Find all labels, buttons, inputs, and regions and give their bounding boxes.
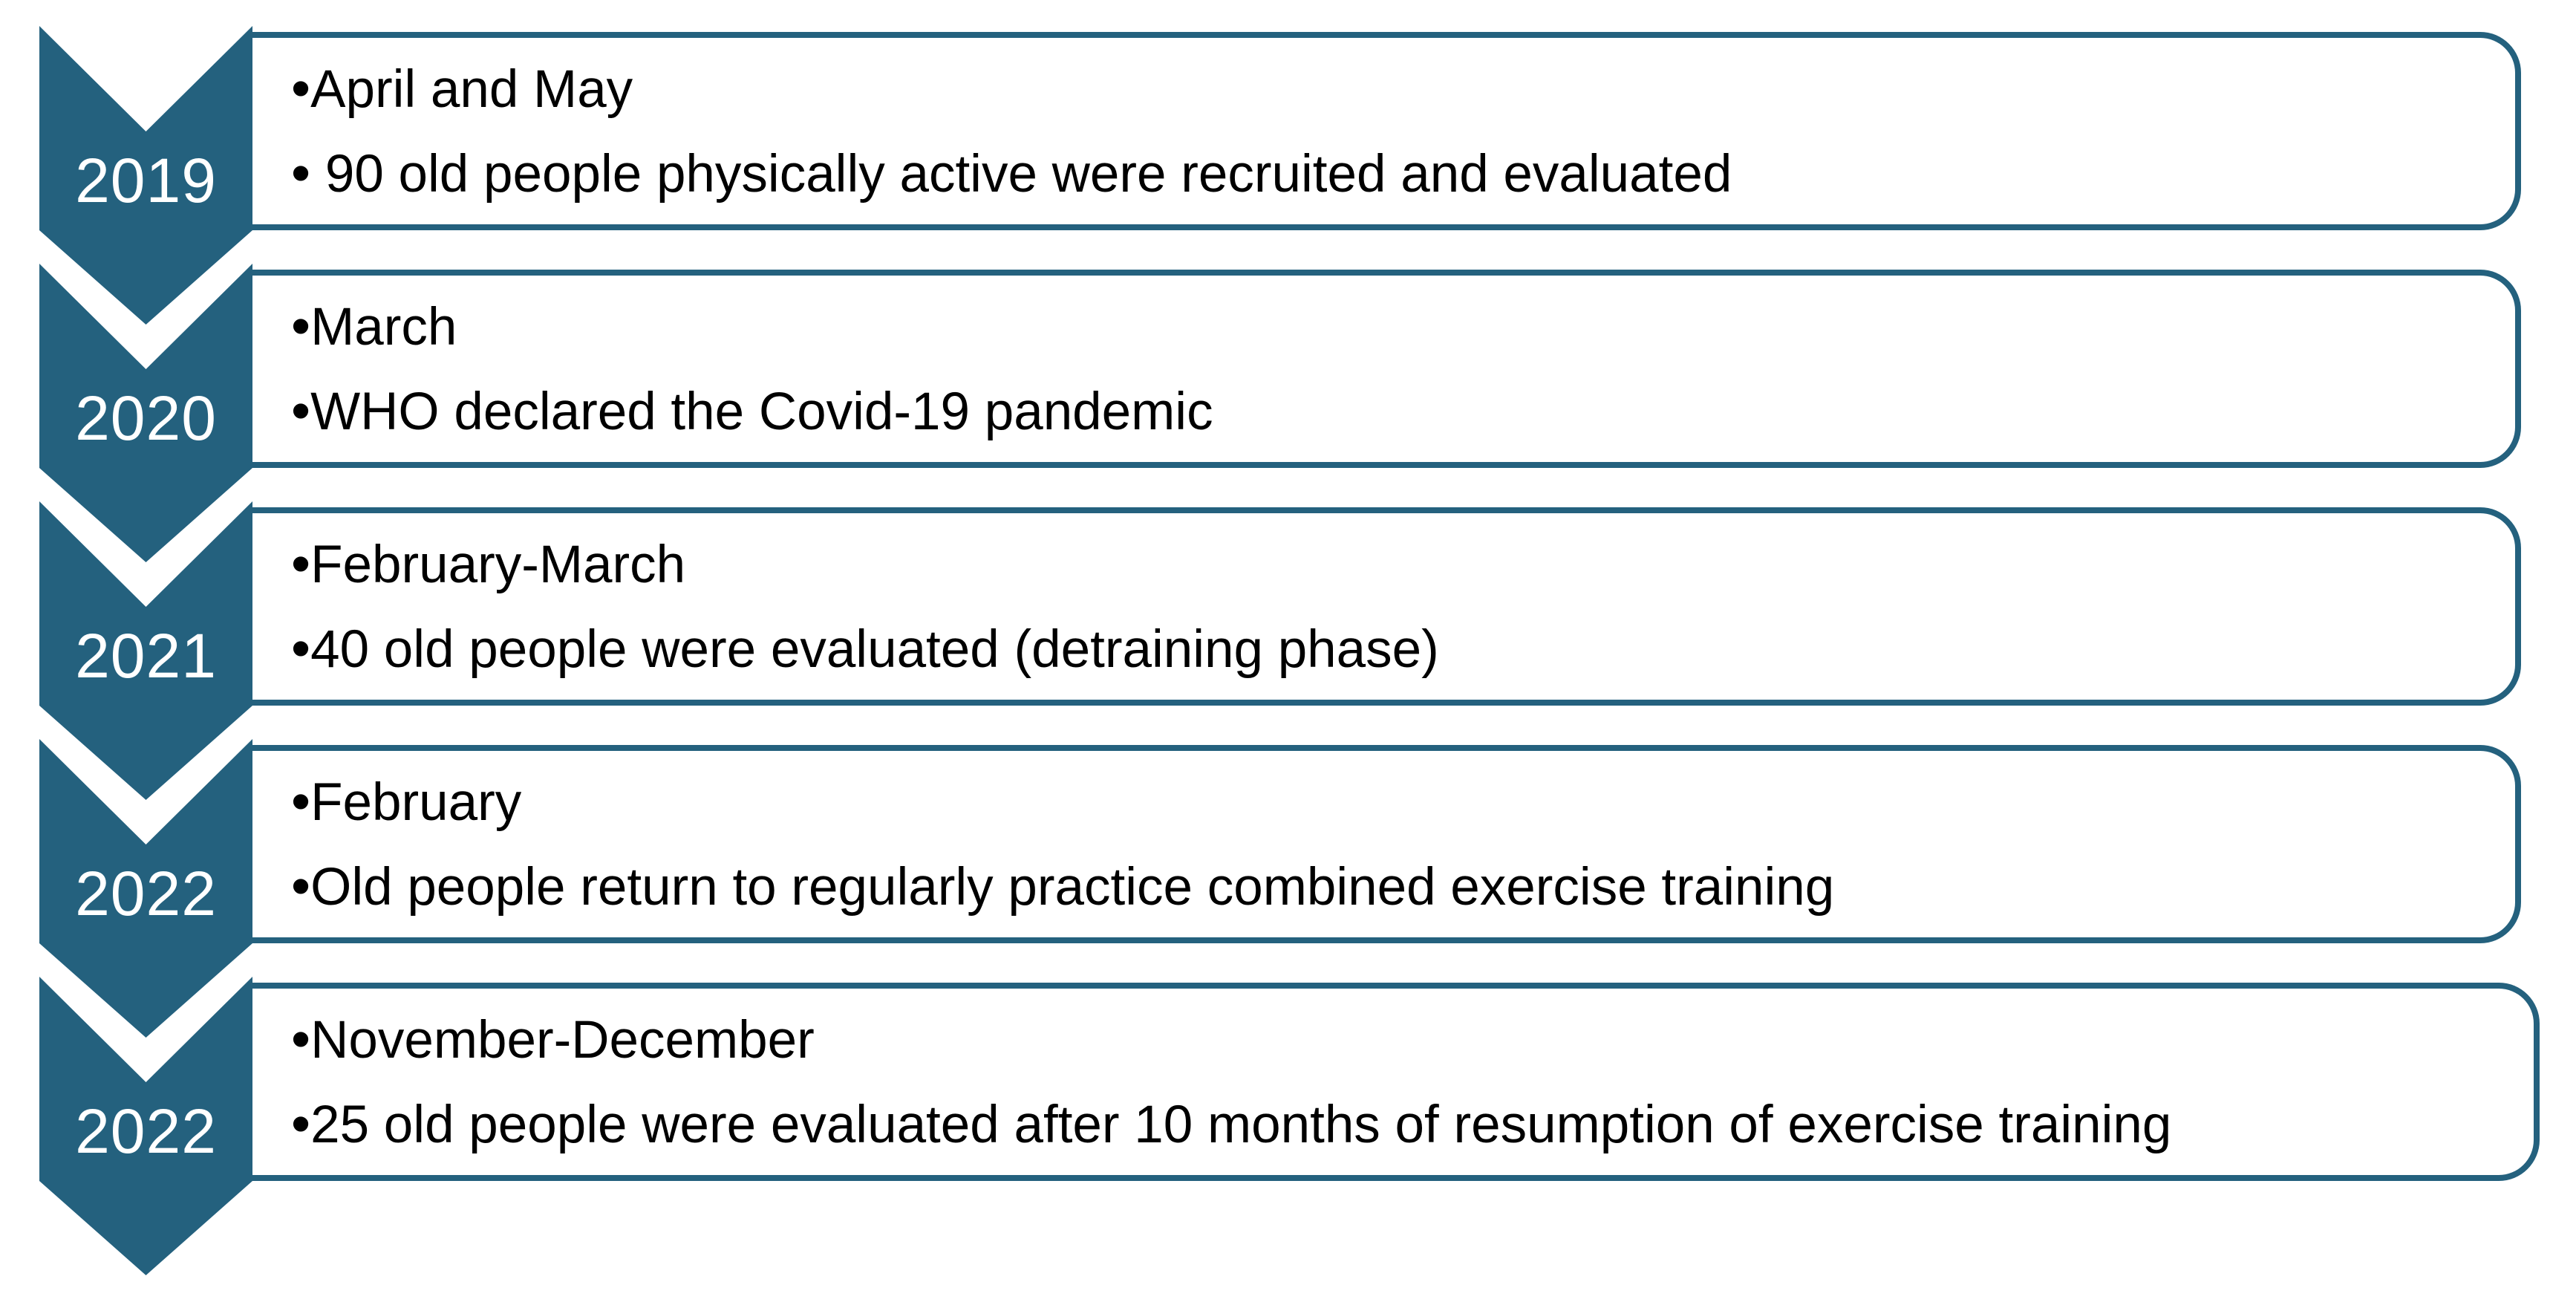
year-label: 2019 — [75, 146, 217, 215]
event-line: •25 old people were evaluated after 10 m… — [291, 1082, 2534, 1167]
bullet-icon: • — [291, 1007, 311, 1070]
event-line: •April and May — [291, 47, 2515, 131]
bullet-icon: • — [291, 769, 311, 832]
bullet-icon: • — [291, 141, 311, 204]
event-text: 90 old people physically active were rec… — [310, 144, 1732, 204]
bullet-icon: • — [291, 532, 311, 594]
event-line: •February-March — [291, 522, 2515, 607]
event-line: • 90 old people physically active were r… — [291, 131, 2515, 216]
event-text: 40 old people were evaluated (detraining… — [310, 619, 1439, 679]
event-box: •February-March •40 old people were eval… — [252, 507, 2521, 706]
year-label: 2020 — [75, 383, 217, 453]
event-box: •November-December •25 old people were e… — [252, 983, 2540, 1181]
event-text: WHO declared the Covid-19 pandemic — [310, 382, 1213, 441]
event-text: February — [310, 772, 522, 832]
event-line: •February — [291, 760, 2515, 844]
year-chevron: 2019 — [39, 26, 252, 325]
bullet-icon: • — [291, 294, 311, 357]
event-box: •April and May • 90 old people physicall… — [252, 32, 2521, 230]
event-text: Old people return to regularly practice … — [310, 857, 1835, 917]
event-text: April and May — [310, 59, 633, 119]
year-label: 2021 — [75, 621, 217, 691]
bullet-icon: • — [291, 56, 311, 119]
event-line: •WHO declared the Covid-19 pandemic — [291, 369, 2515, 454]
event-text: November-December — [310, 1010, 815, 1070]
bullet-icon: • — [291, 616, 311, 679]
event-line: •40 old people were evaluated (detrainin… — [291, 607, 2515, 691]
bullet-icon: • — [291, 1092, 311, 1154]
event-text: February-March — [310, 535, 686, 594]
event-box: •February •Old people return to regularl… — [252, 745, 2521, 943]
bullet-icon: • — [291, 854, 311, 917]
event-text: March — [310, 297, 457, 357]
year-label: 2022 — [75, 1096, 217, 1166]
event-line: •November-December — [291, 998, 2534, 1082]
event-line: •Old people return to regularly practice… — [291, 844, 2515, 929]
event-text: 25 old people were evaluated after 10 mo… — [310, 1095, 2172, 1154]
year-label: 2022 — [75, 859, 217, 928]
bullet-icon: • — [291, 379, 311, 441]
event-line: •March — [291, 284, 2515, 369]
event-box: •March •WHO declared the Covid-19 pandem… — [252, 270, 2521, 468]
